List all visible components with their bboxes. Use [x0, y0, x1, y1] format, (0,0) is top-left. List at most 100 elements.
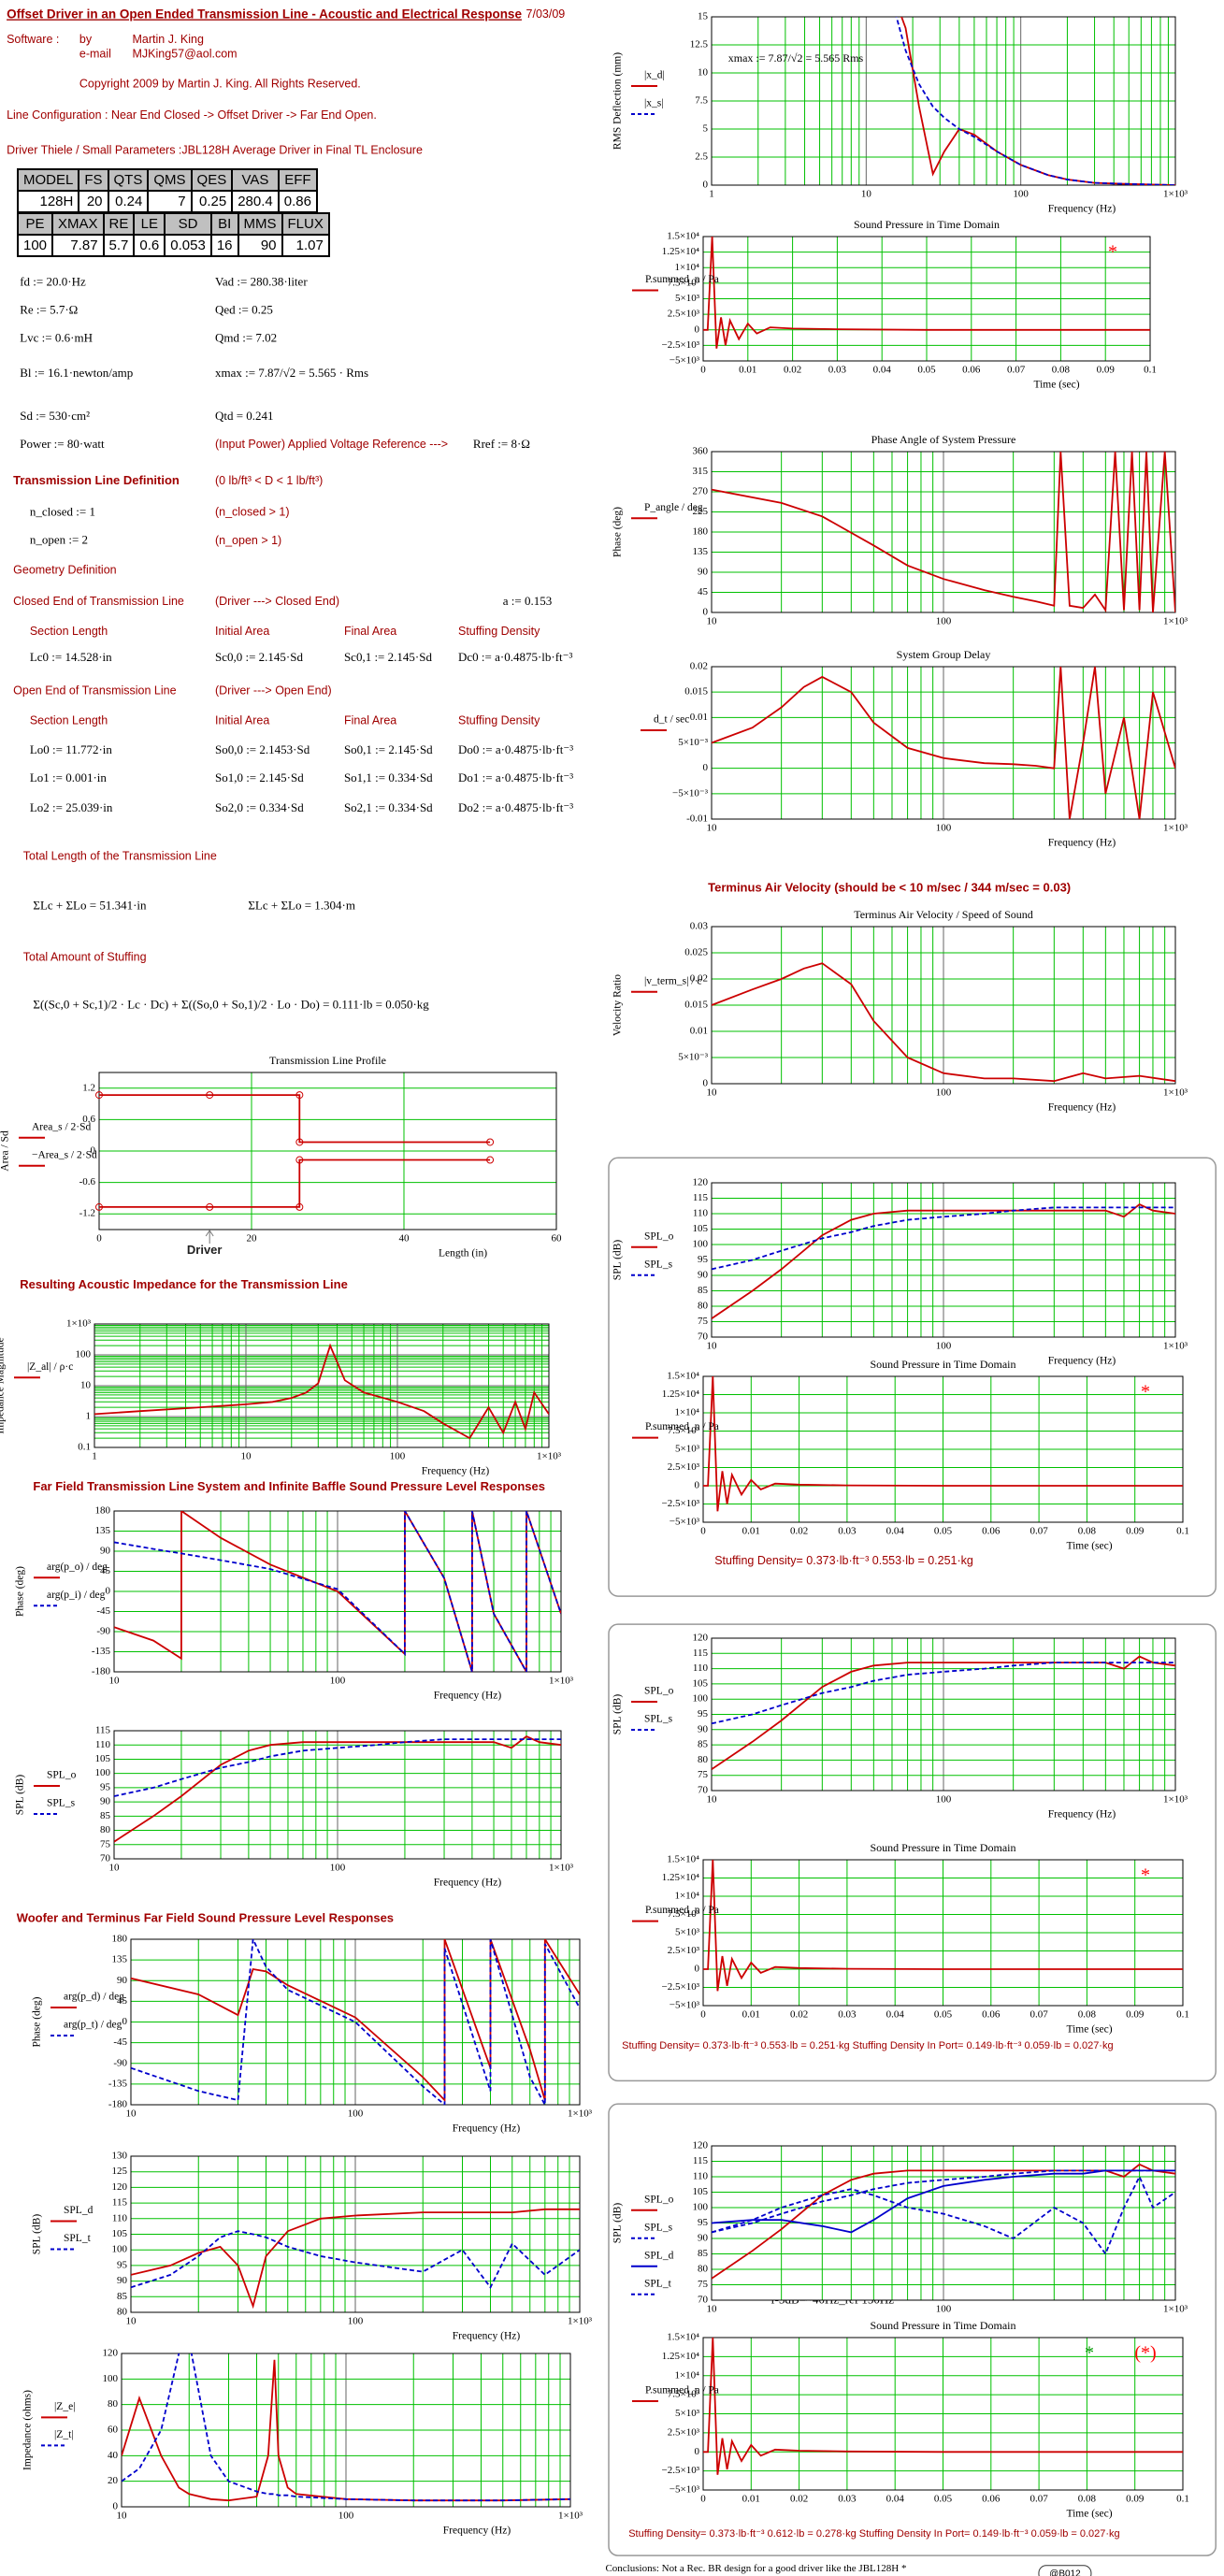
y-tick-label: 270 [693, 486, 709, 497]
table-cell: 7.87 [51, 234, 105, 257]
x-tick-label: 1×10³ [549, 1863, 574, 1874]
text-line: Closed End of Transmission Line [13, 595, 184, 608]
y-tick-label: 5×10³ [675, 2408, 700, 2419]
y-tick-label: 0 [695, 324, 700, 335]
y-axis-label: Impedance (ohms) [22, 2390, 34, 2470]
x-axis-label: Frequency (Hz) [453, 2331, 521, 2342]
y-axis-label: Impedance Magnitude [0, 1337, 7, 1433]
x-tick-label: 100 [936, 616, 952, 627]
x-tick-label: 0.07 [1030, 2009, 1048, 2021]
y-tick-label: 70 [698, 1331, 709, 1343]
y-tick-label: 80 [698, 1301, 709, 1312]
series-line [703, 1376, 1183, 1512]
text-line: Lc0 := 14.528·in [30, 650, 112, 664]
y-tick-label: 5 [703, 123, 709, 135]
y-tick-label: 0 [122, 2016, 128, 2027]
y-tick-label: 135 [693, 546, 709, 557]
x-tick-label: 10 [707, 1794, 718, 1806]
x-tick-label: 10 [707, 2304, 718, 2315]
table-cell: 128H [16, 190, 80, 213]
text-line: Total Length of the Transmission Line [23, 850, 217, 863]
y-tick-label: 1.5×10⁴ [667, 231, 699, 242]
y-tick-label: −2.5×10³ [662, 339, 700, 351]
text-line: Re := 5.7·Ω [20, 303, 78, 317]
x-tick-label: 1×10³ [1163, 1341, 1188, 1352]
x-tick-label: 0.05 [934, 1526, 953, 1537]
x-axis-label: Time (sec) [1033, 380, 1079, 391]
y-tick-label: −5×10³ [670, 2484, 700, 2496]
x-tick-label: 0.07 [1030, 2494, 1048, 2505]
y-tick-label: 120 [693, 1633, 709, 1644]
chart: 0 0.01 0.02 0.03 0.04 0.05 0.06 0.07 0.08 0.09 0.1… [632, 1841, 1189, 2036]
y-tick-label: 0 [703, 762, 709, 773]
button[interactable] [1038, 2565, 1092, 2576]
legend-label: P_angle / deg [644, 502, 703, 513]
series-line [99, 1158, 491, 1208]
y-tick-label: -180 [108, 2099, 128, 2110]
y-tick-label: 115 [95, 1725, 111, 1736]
text-line: Initial Area [215, 714, 269, 727]
text-line: Lo0 := 11.772·in [30, 742, 113, 756]
y-tick-label: 2.5×10³ [668, 1461, 700, 1473]
x-axis-label: Frequency (Hz) [1048, 204, 1116, 215]
y-tick-label: 7.5×10³ [668, 277, 700, 288]
series-line [122, 2353, 570, 2502]
table-cell: VAS [231, 168, 280, 192]
y-tick-label: 110 [693, 2171, 709, 2182]
x-tick-label: 0.1 [1176, 1526, 1189, 1537]
x-tick-label: 100 [330, 1863, 346, 1874]
table-cell: QES [190, 168, 234, 192]
table-cell: 90 [237, 234, 283, 257]
y-tick-label: 20 [108, 2475, 119, 2486]
legend-label: |Z_al| / ρ·c [27, 1361, 73, 1373]
x-tick-label: 1×10³ [568, 2316, 593, 2327]
text-line: Total Amount of Stuffing [23, 951, 147, 964]
x-tick-label: 0 [96, 1233, 102, 1245]
x-tick-label: 0.08 [1078, 2494, 1097, 2505]
text-line: So0,0 := 2.1453·Sd [215, 742, 310, 756]
table-cell: MMS [237, 212, 283, 236]
y-tick-label: 0 [695, 2446, 700, 2457]
legend-label: |v_term_s| / c [644, 975, 701, 986]
y-tick-label: 1.5×10⁴ [667, 1854, 699, 1865]
y-tick-label: 1×10³ [66, 1318, 92, 1330]
x-tick-label: 0.09 [1126, 1526, 1145, 1537]
y-tick-label: 105 [693, 1223, 709, 1234]
text-line: Qmd := 7.02 [215, 331, 277, 345]
chart-title: Sound Pressure in Time Domain [870, 1358, 1015, 1371]
y-tick-label: 1×10⁴ [674, 1891, 699, 1902]
plot-border [702, 236, 1151, 362]
x-tick-label: 100 [390, 1451, 406, 1462]
legend-label: Area_s / 2·Sd [32, 1121, 91, 1132]
plot-border [130, 2155, 581, 2313]
y-tick-label: 45 [117, 1995, 128, 2007]
x-tick-label: 1×10³ [1163, 189, 1188, 200]
series-line [131, 1939, 580, 2105]
y-tick-label: -0.01 [686, 813, 708, 825]
x-tick-label: 1×10³ [549, 1676, 574, 1687]
x-tick-label: 100 [1013, 189, 1029, 200]
annotation: * [1085, 2343, 1094, 2364]
legend-label: SPL_s [644, 2222, 673, 2233]
y-tick-label: 75 [698, 1316, 709, 1327]
x-tick-label: 10 [707, 1087, 718, 1099]
y-tick-label: 95 [698, 1708, 709, 1720]
y-tick-label: 105 [112, 2228, 128, 2239]
x-tick-label: 10 [126, 2108, 137, 2120]
text-line: (0 lb/ft³ < D < 1 lb/ft³) [215, 474, 323, 487]
y-tick-label: 110 [112, 2212, 128, 2223]
y-tick-label: -90 [113, 2057, 127, 2068]
x-tick-label: 10 [117, 2511, 128, 2522]
x-tick-label: 1×10³ [1163, 616, 1188, 627]
legend-label: P.summed_n / Pa [645, 274, 719, 285]
legend-label: |Z_t| [54, 2429, 74, 2440]
text-line: Terminus Air Velocity (should be < 10 m/… [708, 880, 1071, 894]
text-line: by [79, 33, 93, 46]
y-tick-label: 85 [100, 1810, 111, 1821]
series-line [712, 1206, 1175, 1271]
text-line: So2,0 := 0.334·Sd [215, 800, 304, 814]
text-line: Lvc := 0.6·mH [20, 331, 93, 345]
x-axis-label: Frequency (Hz) [1048, 1102, 1116, 1114]
y-tick-label: 15 [698, 11, 709, 22]
table-cell: RE [102, 212, 136, 236]
